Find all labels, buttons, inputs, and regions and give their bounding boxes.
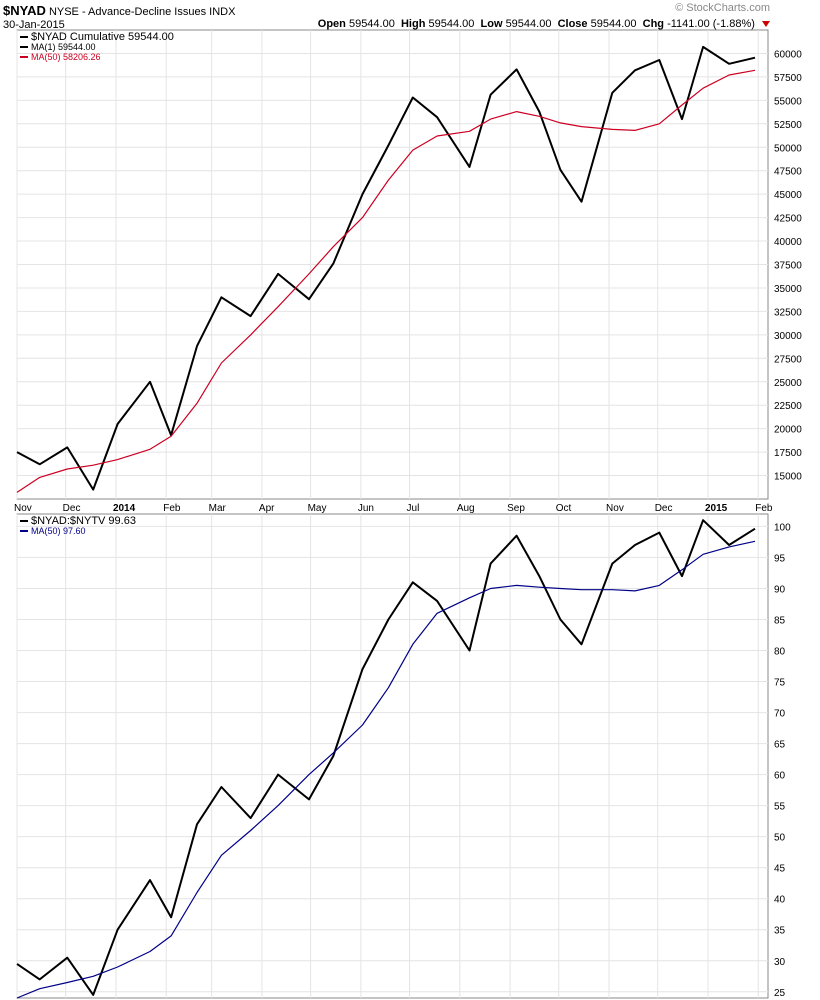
x-tick-label: Jun	[358, 503, 374, 514]
y-tick-label: 45	[774, 864, 786, 875]
price-series-line	[16, 45, 756, 491]
y-tick-label: 20000	[774, 425, 802, 436]
low-label: Low	[480, 18, 503, 30]
y-tick-label: 57500	[774, 73, 802, 84]
x-tick-label: Aug	[457, 503, 475, 514]
y-tick-label: 100	[774, 522, 791, 533]
y-tick-label: 45000	[774, 190, 802, 201]
y-tick-label: 55000	[774, 96, 802, 107]
open-label: Open	[317, 18, 346, 30]
x-tick-label: Nov	[14, 503, 32, 514]
x-tick-label: Dec	[63, 503, 81, 514]
x-tick-label: 2014	[113, 503, 136, 514]
legend-entry: $NYAD Cumulative 59544.00	[31, 31, 174, 43]
legend-entry: $NYAD:$NYTV 99.63	[31, 515, 136, 527]
y-tick-label: 90	[774, 584, 786, 595]
y-tick-label: 60000	[774, 49, 802, 60]
x-tick-label: May	[308, 503, 327, 514]
y-tick-label: 35000	[774, 284, 802, 295]
chg-value: -1141.00 (-1.88%)	[667, 18, 755, 30]
chart-header: $NYAD NYSE - Advance-Decline Issues INDX	[3, 3, 235, 18]
x-tick-label: Jul	[407, 503, 420, 514]
y-tick-label: 52500	[774, 120, 802, 131]
y-tick-label: 95	[774, 553, 786, 564]
low-value: 59544.00	[505, 18, 552, 30]
x-tick-label: Nov	[606, 503, 624, 514]
y-tick-label: 17500	[774, 448, 802, 459]
y-tick-label: 30000	[774, 331, 802, 342]
y-tick-label: 15000	[774, 472, 802, 483]
y-tick-label: 65	[774, 740, 786, 751]
y-tick-label: 75	[774, 678, 786, 689]
y-tick-label: 47500	[774, 167, 802, 178]
date: 30-Jan-2015	[3, 19, 65, 31]
x-tick-label: Oct	[556, 503, 572, 514]
ma-series-line	[16, 540, 756, 999]
y-tick-label: 32500	[774, 307, 802, 318]
y-tick-label: 50	[774, 833, 786, 844]
x-tick-label: Sep	[507, 503, 525, 514]
y-tick-label: 27500	[774, 354, 802, 365]
down-arrow-icon	[762, 21, 770, 28]
x-tick-label: Feb	[755, 503, 773, 514]
price-series-line	[16, 519, 756, 996]
ma-series-line	[16, 69, 756, 493]
y-tick-label: 50000	[774, 143, 802, 154]
x-tick-label: 2015	[705, 503, 728, 514]
x-tick-label: Feb	[163, 503, 181, 514]
y-tick-label: 40	[774, 895, 786, 906]
x-tick-label: Mar	[209, 503, 227, 514]
y-tick-label: 37500	[774, 261, 802, 272]
description: NYSE - Advance-Decline Issues	[48, 6, 207, 18]
x-tick-label: Apr	[259, 503, 275, 514]
y-tick-label: 55	[774, 802, 786, 813]
legend-entry: MA(50) 58206.26	[31, 52, 101, 62]
y-tick-label: 60	[774, 771, 786, 782]
symbol: $NYAD	[3, 3, 46, 18]
x-tick-label: Dec	[655, 503, 673, 514]
copyright: © StockCharts.com	[675, 2, 770, 14]
high-value: 59544.00	[428, 18, 475, 30]
y-tick-label: 42500	[774, 214, 802, 225]
ohlc-row: Open 59544.00 High 59544.00 Low 59544.00…	[318, 18, 770, 30]
y-tick-label: 35	[774, 926, 786, 937]
y-tick-label: 25	[774, 988, 786, 999]
close-value: 59544.00	[590, 18, 637, 30]
chg-label: Chg	[642, 18, 665, 30]
high-label: High	[400, 18, 426, 30]
y-tick-label: 70	[774, 709, 786, 720]
exchange: INDX	[209, 6, 236, 18]
y-tick-label: 85	[774, 615, 786, 626]
y-tick-label: 40000	[774, 237, 802, 248]
close-label: Close	[557, 18, 588, 30]
legend-entry: MA(50) 97.60	[31, 526, 86, 536]
y-tick-label: 80	[774, 647, 786, 658]
y-tick-label: 25000	[774, 378, 802, 389]
y-tick-label: 30	[774, 957, 786, 968]
legend-entry: MA(1) 59544.00	[31, 42, 96, 52]
open-value: 59544.00	[348, 18, 395, 30]
y-tick-label: 22500	[774, 401, 802, 412]
